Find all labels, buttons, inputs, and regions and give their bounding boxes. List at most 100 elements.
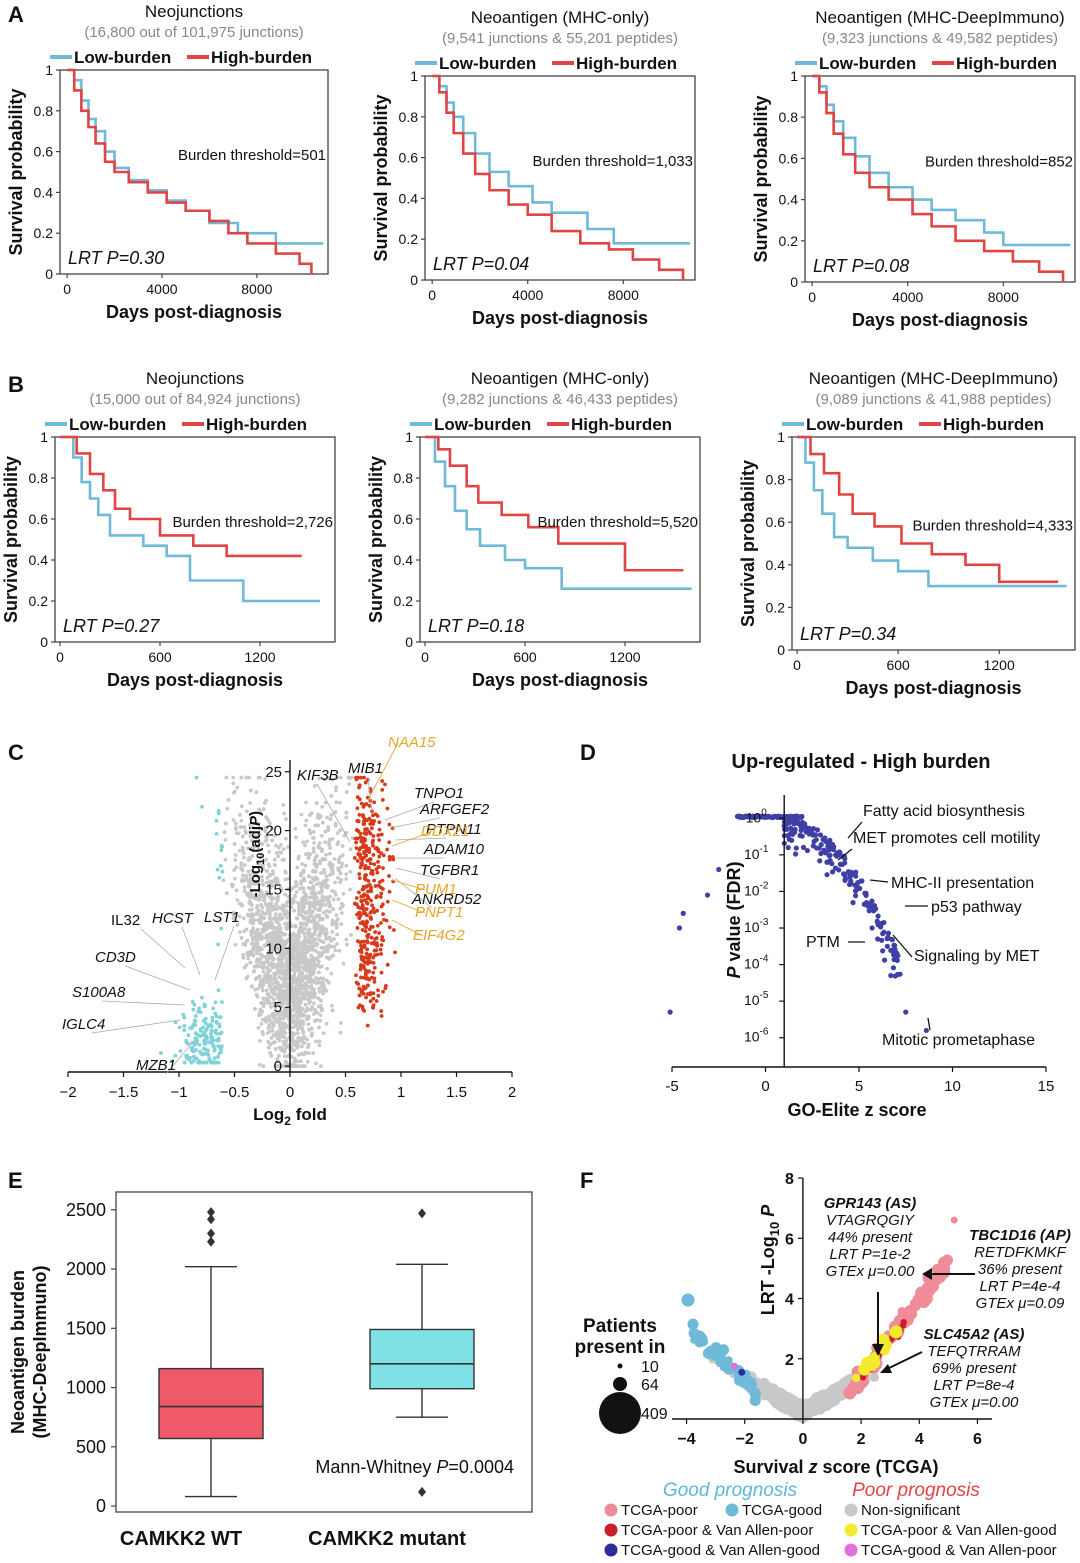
go-point [852, 888, 859, 894]
point-tcga-good [687, 1318, 699, 1330]
size-legend-value: 10 [641, 1359, 659, 1376]
y-axis-label: Survival probability [738, 460, 758, 627]
volcano-point-up [387, 925, 392, 930]
volcano-point [295, 968, 300, 972]
point-tcga-poor-va-good [889, 1325, 903, 1339]
volcano-point-up [380, 787, 385, 792]
km-subtitle: (9,541 junctions & 55,201 peptides) [442, 30, 678, 47]
y-tick-label: 4 [785, 1292, 794, 1309]
volcano-point-up [359, 801, 364, 806]
volcano-point [281, 1027, 286, 1032]
volcano-point [237, 812, 242, 817]
x-axis-label-part: z [808, 1457, 818, 1477]
volcano-point [269, 1005, 273, 1009]
volcano-point [277, 975, 282, 979]
volcano-point-down [192, 1055, 196, 1059]
volcano-point-up [375, 952, 380, 957]
volcano-point [229, 882, 234, 887]
volcano-point [267, 916, 272, 921]
volcano-point-up [360, 894, 365, 898]
volcano-point [290, 942, 295, 946]
volcano-point [281, 1014, 286, 1019]
volcano-point [264, 798, 269, 803]
x-axis-label: Days post-diagnosis [472, 308, 648, 328]
volcano-point [326, 980, 331, 985]
volcano-point-down [211, 1006, 216, 1011]
volcano-point [340, 861, 344, 866]
size-legend-value: 409 [641, 1406, 668, 1423]
volcano-point [338, 800, 342, 805]
volcano-point-down [204, 1021, 208, 1026]
gene-leader-line [389, 817, 441, 829]
volcano-point [279, 964, 284, 968]
gene-label-pnpt1: PNPT1 [415, 904, 463, 921]
volcano-point-down [213, 1000, 218, 1005]
high-burden-curve [812, 74, 1065, 282]
gene-label-pum1: PUM1 [415, 881, 457, 898]
volcano-point [310, 947, 315, 952]
go-point [839, 861, 845, 868]
go-point [799, 833, 805, 839]
volcano-point [282, 1021, 287, 1026]
volcano-point [318, 902, 323, 907]
volcano-point [290, 962, 295, 966]
km-title: Neojunctions [145, 2, 243, 21]
gene-label-naa15: NAA15 [388, 734, 436, 751]
volcano-point [275, 981, 279, 986]
point-tcga-poor [935, 1263, 947, 1276]
km-title: Neoantigen (MHC-DeepImmuno) [815, 8, 1064, 27]
volcano-point-up [362, 876, 367, 881]
volcano-point-up [371, 1005, 375, 1009]
volcano-point [304, 852, 308, 857]
volcano-point-up [387, 889, 392, 894]
volcano-point-down [216, 1044, 221, 1049]
volcano-point [307, 960, 312, 964]
volcano-point [279, 842, 283, 847]
volcano-point-up [380, 935, 385, 939]
volcano-point [224, 821, 228, 826]
volcano-point [313, 823, 318, 828]
volcano-point [326, 775, 331, 780]
volcano-point [263, 921, 268, 926]
volcano-point [330, 1008, 335, 1013]
volcano-point [284, 977, 289, 982]
volcano-point-up [360, 906, 365, 911]
km-title: Neoantigen (MHC-DeepImmuno) [809, 369, 1058, 388]
volcano-point [332, 937, 336, 941]
x-tick-label: 0 [761, 1078, 769, 1095]
legend-high-label: High-burden [943, 415, 1044, 434]
volcano-point-up [368, 861, 373, 866]
volcano-point [283, 892, 288, 897]
volcano-point-up [361, 975, 366, 980]
volcano-point-down [193, 1014, 198, 1018]
volcano-point-up [357, 986, 362, 991]
volcano-point-up [358, 949, 363, 954]
volcano-point-down [204, 1027, 209, 1032]
legend-swatch [604, 1523, 618, 1537]
volcano-point [275, 1030, 280, 1035]
volcano-point [258, 889, 263, 894]
go-annotation-label: Signaling by MET [914, 948, 1040, 965]
volcano-point-up [363, 929, 368, 934]
volcano-point [247, 908, 252, 912]
y-tick-label: 1 [45, 62, 53, 78]
point-tcga-good [681, 1293, 695, 1307]
point-tcga-poor [923, 1285, 935, 1296]
y-tick-label: 0 [790, 274, 798, 290]
volcano-point [312, 932, 317, 936]
volcano-point [311, 846, 316, 851]
volcano-point [285, 876, 290, 881]
gene-label-ptpn11: PTPN11 [426, 821, 482, 838]
volcano-point [300, 1026, 304, 1031]
volcano-point [336, 875, 340, 880]
point-tcga-poor [851, 1382, 860, 1392]
volcano-point [262, 926, 267, 931]
volcano-point [308, 909, 313, 914]
volcano-point-up [358, 921, 363, 925]
volcano-point [245, 809, 249, 814]
volcano-point-up [369, 917, 373, 921]
y-tick-label: 8 [785, 1171, 794, 1188]
legend-entry-label: TCGA-poor & Van Allen-good [861, 1522, 1057, 1539]
callout-line: LRT P=4e-4 [979, 1278, 1060, 1295]
volcano-point [276, 1064, 281, 1069]
